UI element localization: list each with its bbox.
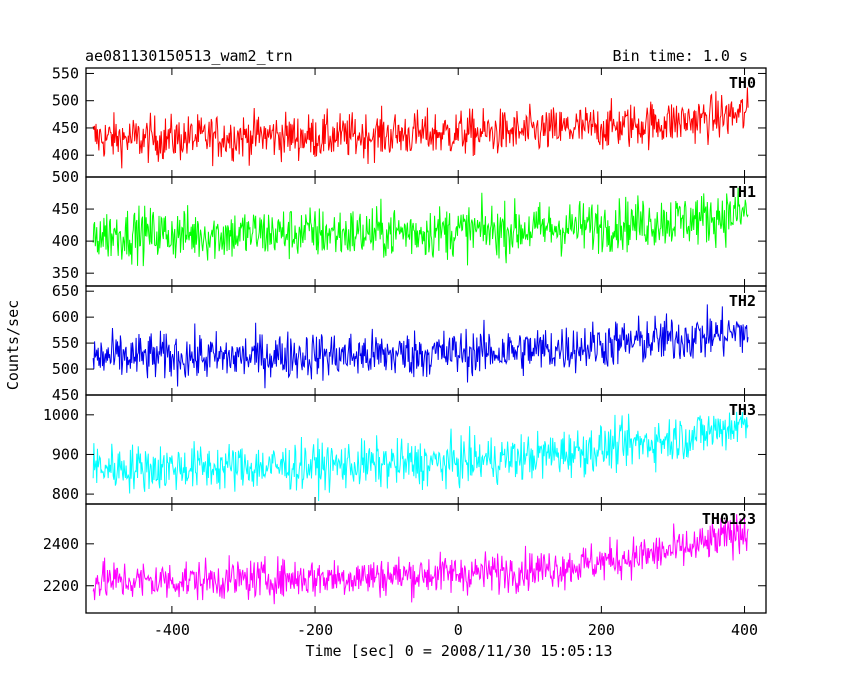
y-tick-label: 2400 — [43, 535, 79, 553]
panels-group: 400 450 500 550 TH0 350 400 450 500 TH1 450 500 550 6… — [43, 64, 767, 639]
y-tick-label: 450 — [52, 386, 79, 404]
series-line-th3 — [92, 411, 749, 501]
series-line-th0 — [92, 87, 749, 169]
y-tick-label: 600 — [52, 308, 79, 326]
y-tick-label: 350 — [52, 264, 79, 282]
panel-label-th2: TH2 — [729, 292, 756, 310]
x-tick-label: 0 — [454, 621, 463, 639]
y-tick-label: 500 — [52, 360, 79, 378]
y-tick-label: 1000 — [43, 406, 79, 424]
series-line-th1 — [92, 187, 749, 267]
x-tick-label: -400 — [154, 621, 190, 639]
y-tick-label: 400 — [52, 232, 79, 250]
y-tick-label: 2200 — [43, 577, 79, 595]
y-tick-label: 500 — [52, 92, 79, 110]
y-tick-label: 400 — [52, 146, 79, 164]
y-tick-label: 450 — [52, 119, 79, 137]
y-axis-label: Counts/sec — [4, 300, 22, 390]
chart-title: ae081130150513_wam2_trn — [85, 47, 293, 65]
bin-time-label: Bin time: 1.0 s — [613, 47, 748, 65]
panel-label-th1: TH1 — [729, 183, 756, 201]
x-tick-label: -200 — [297, 621, 333, 639]
y-tick-label: 550 — [52, 64, 79, 82]
y-tick-label: 900 — [52, 445, 79, 463]
y-tick-label: 500 — [52, 168, 79, 186]
y-tick-label: 450 — [52, 200, 79, 218]
panel-frame — [85, 394, 767, 505]
x-axis-label: Time [sec] 0 = 2008/11/30 15:05:13 — [305, 642, 612, 660]
panel-label-th0: TH0 — [729, 74, 756, 92]
panel-label-th0123: TH0123 — [702, 510, 756, 528]
x-tick-label: 200 — [588, 621, 615, 639]
x-tick-label: 400 — [731, 621, 758, 639]
y-tick-label: 650 — [52, 282, 79, 300]
series-line-th0123 — [92, 514, 749, 605]
y-tick-label: 550 — [52, 334, 79, 352]
panel-label-th3: TH3 — [729, 401, 756, 419]
y-tick-label: 800 — [52, 485, 79, 503]
panel-frame — [85, 503, 767, 614]
series-line-th2 — [92, 304, 749, 389]
